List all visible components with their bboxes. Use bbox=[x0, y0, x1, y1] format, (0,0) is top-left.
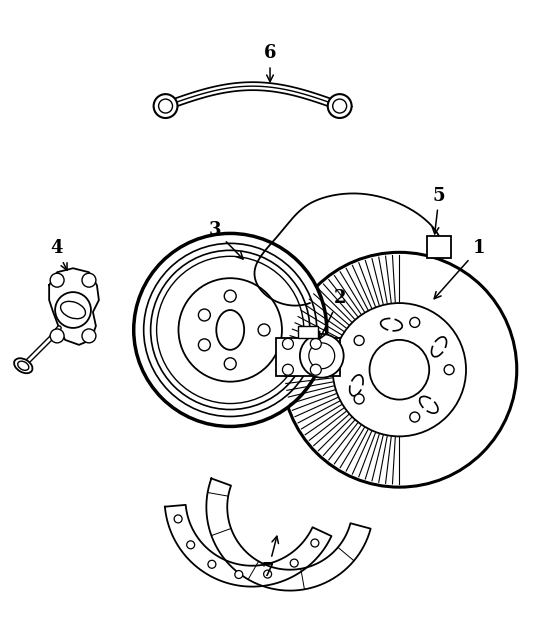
Text: 1: 1 bbox=[434, 239, 485, 298]
Circle shape bbox=[310, 364, 321, 375]
Circle shape bbox=[50, 329, 64, 343]
Circle shape bbox=[134, 233, 327, 427]
Circle shape bbox=[354, 336, 364, 345]
Circle shape bbox=[370, 340, 429, 399]
Text: 5: 5 bbox=[432, 187, 446, 234]
Text: 6: 6 bbox=[264, 44, 276, 81]
Text: 3: 3 bbox=[209, 221, 243, 259]
Ellipse shape bbox=[60, 302, 85, 319]
Polygon shape bbox=[206, 478, 371, 591]
Circle shape bbox=[283, 364, 293, 375]
Circle shape bbox=[333, 99, 346, 113]
Text: 2: 2 bbox=[320, 289, 346, 339]
Circle shape bbox=[144, 244, 317, 416]
Circle shape bbox=[55, 292, 91, 328]
Circle shape bbox=[174, 515, 182, 523]
Circle shape bbox=[310, 338, 321, 350]
Circle shape bbox=[235, 570, 243, 579]
Polygon shape bbox=[165, 505, 332, 587]
Ellipse shape bbox=[14, 358, 32, 373]
Circle shape bbox=[258, 324, 270, 336]
Circle shape bbox=[224, 358, 236, 370]
Text: 4: 4 bbox=[50, 239, 67, 270]
Circle shape bbox=[199, 309, 210, 321]
Text: 7: 7 bbox=[262, 536, 278, 580]
Circle shape bbox=[158, 99, 173, 113]
Ellipse shape bbox=[18, 361, 29, 370]
Circle shape bbox=[82, 329, 96, 343]
Circle shape bbox=[410, 412, 420, 422]
Circle shape bbox=[333, 303, 466, 437]
Circle shape bbox=[410, 317, 420, 327]
Circle shape bbox=[157, 256, 304, 404]
Circle shape bbox=[208, 560, 216, 569]
FancyBboxPatch shape bbox=[427, 237, 451, 258]
Circle shape bbox=[224, 290, 236, 302]
Circle shape bbox=[153, 94, 178, 118]
Circle shape bbox=[354, 394, 364, 404]
Circle shape bbox=[311, 539, 319, 547]
FancyBboxPatch shape bbox=[298, 326, 318, 338]
Circle shape bbox=[151, 251, 310, 410]
Circle shape bbox=[300, 334, 344, 378]
FancyBboxPatch shape bbox=[276, 338, 340, 375]
Circle shape bbox=[179, 278, 282, 382]
Circle shape bbox=[186, 541, 195, 549]
Ellipse shape bbox=[216, 310, 244, 350]
Circle shape bbox=[82, 273, 96, 287]
Circle shape bbox=[263, 570, 272, 578]
Circle shape bbox=[282, 252, 517, 487]
Polygon shape bbox=[49, 268, 99, 345]
Circle shape bbox=[309, 343, 335, 369]
Circle shape bbox=[50, 273, 64, 287]
Circle shape bbox=[199, 339, 210, 351]
Circle shape bbox=[328, 94, 351, 118]
Circle shape bbox=[444, 365, 454, 375]
Circle shape bbox=[283, 338, 293, 350]
Circle shape bbox=[290, 559, 298, 567]
